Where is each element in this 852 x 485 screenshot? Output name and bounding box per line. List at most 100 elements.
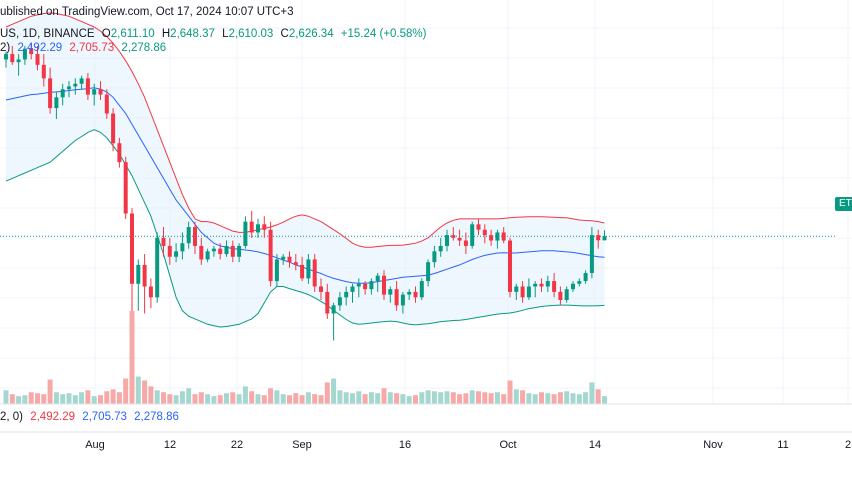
ohlc-legend[interactable]: US, 1D, BINANCE O2,611.10 H2,648.37 L2,6…: [0, 28, 426, 40]
candle-body-19: [123, 162, 128, 214]
candle-body-61: [388, 289, 393, 295]
candle-body-36: [230, 245, 235, 257]
candle-body-66: [419, 281, 424, 298]
candle-body-44: [281, 256, 286, 260]
candle-body-60: [382, 275, 386, 295]
candle-body-51: [325, 291, 330, 314]
volume-bars: [3, 310, 607, 404]
volume-bar-72: [457, 394, 463, 404]
volume-bar-73: [463, 393, 469, 404]
candle-body-32: [205, 251, 210, 260]
bollinger-legend[interactable]: 2) 2,492.29 2,705.73 2,278.86: [0, 42, 166, 54]
candle-body-1: [10, 54, 15, 63]
candle-body-40: [256, 224, 260, 233]
volume-bar-48: [305, 392, 311, 404]
volume-bar-67: [425, 390, 431, 404]
volume-bar-81: [513, 389, 519, 404]
candle-body-53: [337, 297, 342, 306]
candle-body-88: [558, 291, 563, 300]
x-tick-label-7: Nov: [703, 439, 723, 451]
low-label: L: [222, 28, 229, 40]
candle-body-58: [369, 281, 374, 290]
bb-basis-value: 2,492.29: [17, 42, 63, 54]
candle-body-46: [293, 262, 298, 265]
candle-body-95: [602, 236, 607, 241]
x-tick-label-5: Oct: [499, 439, 516, 451]
volume-bar-10: [66, 393, 72, 404]
published-text: ublished on TradingView.com, Oct 17, 202…: [0, 6, 294, 18]
candle-body-56: [356, 283, 361, 287]
candle-body-18: [117, 143, 122, 163]
volume-bar-78: [494, 392, 500, 404]
bollinger-legend-lower[interactable]: 2, 0) 2,492.29 2,705.73 2,278.86: [0, 411, 179, 423]
candle-body-22: [142, 264, 147, 287]
candle-body-82: [520, 286, 525, 298]
volume-bar-50: [318, 395, 324, 404]
change-value: +15.24 (+0.58%): [340, 28, 427, 40]
volume-bar-71: [450, 392, 456, 404]
volume-bar-94: [595, 389, 601, 404]
candle-body-11: [73, 83, 78, 87]
candle-body-30: [193, 227, 197, 246]
candle-body-33: [211, 248, 216, 252]
candle-body-34: [218, 248, 223, 255]
candle-body-3: [22, 48, 27, 60]
candle-body-13: [85, 78, 90, 95]
candle-body-47: [300, 264, 305, 279]
candle-body-91: [577, 281, 582, 284]
volume-bar-90: [570, 393, 576, 404]
volume-bar-11: [72, 395, 78, 404]
bb-prefix: 2): [0, 42, 11, 54]
candle-body-59: [375, 275, 380, 282]
candle-body-75: [476, 224, 481, 230]
volume-bar-49: [312, 394, 318, 404]
x-tick-label-0: Aug: [85, 439, 105, 451]
candle-body-69: [438, 245, 443, 252]
volume-bar-61: [387, 392, 393, 404]
volume-bar-19: [123, 378, 129, 404]
volume-bar-55: [350, 393, 355, 404]
volume-bar-53: [337, 390, 343, 404]
volume-bar-37: [236, 394, 242, 404]
volume-bar-24: [154, 390, 160, 404]
bollinger-band-fill: [6, 13, 605, 327]
candle-body-52: [331, 305, 336, 314]
volume-bar-76: [482, 392, 488, 404]
candle-body-16: [104, 94, 109, 114]
volume-bar-14: [91, 396, 97, 404]
volume-bar-66: [419, 392, 425, 404]
volume-bar-46: [293, 393, 299, 404]
volume-bar-3: [22, 395, 28, 404]
bb2-prefix: 2, 0): [0, 411, 24, 423]
candle-body-48: [306, 259, 311, 279]
volume-bar-92: [583, 392, 589, 404]
candle-body-27: [174, 251, 179, 257]
volume-bar-87: [551, 394, 557, 404]
candle-body-73: [463, 240, 468, 246]
close-label: C: [280, 28, 289, 40]
candle-body-62: [394, 289, 399, 306]
volume-bar-8: [53, 392, 59, 404]
volume-bar-95: [602, 396, 607, 404]
volume-bar-63: [400, 394, 406, 404]
x-tick-label-2: 22: [231, 439, 243, 451]
candle-body-7: [48, 78, 53, 109]
volume-bar-42: [268, 388, 274, 404]
volume-bar-93: [589, 382, 595, 404]
candle-body-92: [583, 272, 588, 282]
volume-bar-36: [230, 392, 236, 404]
volume-bar-52: [331, 378, 337, 404]
volume-bar-84: [532, 394, 538, 404]
candle-body-31: [199, 245, 204, 260]
volume-bar-1: [9, 394, 15, 404]
candle-body-74: [470, 224, 475, 246]
volume-bar-39: [249, 391, 255, 404]
volume-bar-2: [16, 396, 22, 404]
low-value: 2,610.03: [228, 28, 274, 40]
candle-body-71: [451, 235, 456, 238]
volume-bar-26: [167, 394, 173, 404]
volume-bar-38: [242, 386, 248, 404]
volume-bar-51: [324, 382, 330, 404]
volume-bar-91: [576, 394, 582, 404]
